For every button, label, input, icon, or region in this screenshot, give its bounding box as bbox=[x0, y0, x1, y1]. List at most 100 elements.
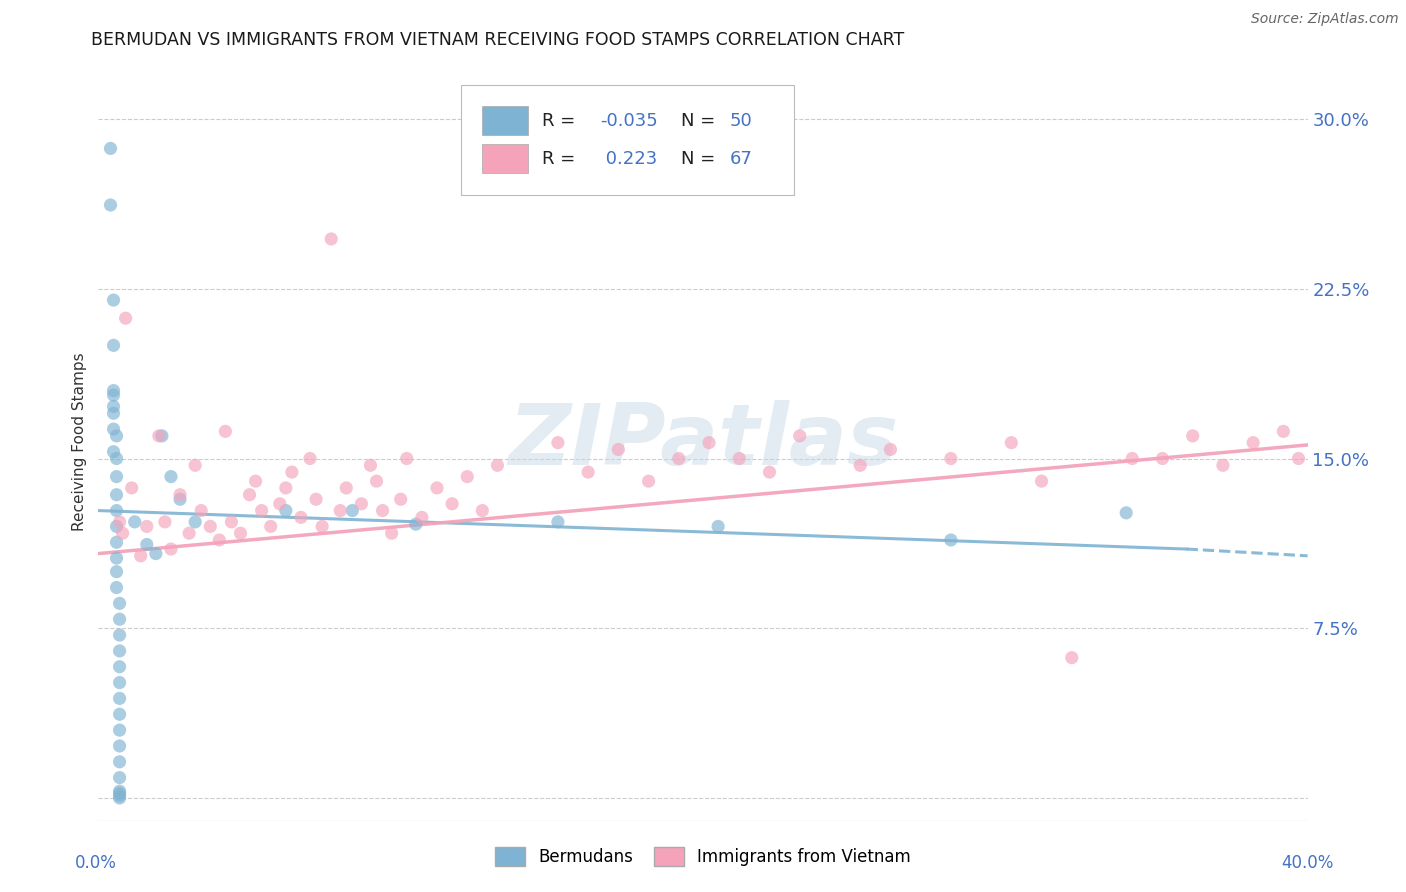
Point bbox=[184, 458, 207, 473]
Point bbox=[758, 465, 780, 479]
Point bbox=[637, 474, 659, 488]
Text: 50: 50 bbox=[730, 112, 752, 130]
Point bbox=[1121, 451, 1143, 466]
Point bbox=[274, 481, 297, 495]
Point bbox=[111, 526, 134, 541]
Point bbox=[105, 551, 128, 566]
Point bbox=[103, 384, 125, 398]
FancyBboxPatch shape bbox=[482, 145, 527, 173]
Point bbox=[121, 481, 143, 495]
Point bbox=[381, 526, 404, 541]
Point bbox=[221, 515, 243, 529]
Point bbox=[108, 789, 131, 803]
Point bbox=[100, 141, 122, 155]
Text: -0.035: -0.035 bbox=[600, 112, 658, 130]
Point bbox=[486, 458, 509, 473]
Text: 0.0%: 0.0% bbox=[75, 855, 117, 872]
Point bbox=[103, 388, 125, 402]
Point bbox=[105, 451, 128, 466]
Point bbox=[108, 784, 131, 798]
Point bbox=[389, 492, 412, 507]
Point bbox=[274, 503, 297, 517]
Point bbox=[321, 232, 343, 246]
FancyBboxPatch shape bbox=[482, 106, 527, 136]
Legend: Bermudans, Immigrants from Vietnam: Bermudans, Immigrants from Vietnam bbox=[489, 840, 917, 873]
Text: 40.0%: 40.0% bbox=[1281, 855, 1334, 872]
Y-axis label: Receiving Food Stamps: Receiving Food Stamps bbox=[72, 352, 87, 531]
Point bbox=[1272, 425, 1295, 439]
Point bbox=[100, 198, 122, 212]
Point bbox=[1152, 451, 1174, 466]
Point bbox=[103, 400, 125, 414]
Point bbox=[108, 612, 131, 626]
Point bbox=[145, 547, 167, 561]
Point bbox=[105, 488, 128, 502]
Point bbox=[153, 515, 176, 529]
Point bbox=[1212, 458, 1234, 473]
Point bbox=[103, 338, 125, 352]
Text: ZIPatlas: ZIPatlas bbox=[508, 400, 898, 483]
Text: N =: N = bbox=[682, 150, 721, 168]
Point bbox=[150, 429, 173, 443]
Point bbox=[245, 474, 267, 488]
Point bbox=[114, 311, 136, 326]
Point bbox=[105, 469, 128, 483]
Text: R =: R = bbox=[543, 150, 581, 168]
Point bbox=[789, 429, 811, 443]
Point bbox=[108, 791, 131, 805]
Point bbox=[103, 444, 125, 458]
Point bbox=[405, 517, 427, 532]
Point bbox=[411, 510, 433, 524]
Point bbox=[108, 596, 131, 610]
Point bbox=[105, 429, 128, 443]
Point bbox=[124, 515, 146, 529]
Point bbox=[576, 465, 599, 479]
Point bbox=[135, 537, 157, 551]
Point bbox=[229, 526, 252, 541]
Point bbox=[329, 503, 352, 517]
Point bbox=[305, 492, 328, 507]
Point bbox=[707, 519, 730, 533]
Point bbox=[1288, 451, 1310, 466]
Text: N =: N = bbox=[682, 112, 721, 130]
Point bbox=[471, 503, 494, 517]
Point bbox=[441, 497, 464, 511]
Point bbox=[269, 497, 291, 511]
Point bbox=[169, 492, 191, 507]
Text: Source: ZipAtlas.com: Source: ZipAtlas.com bbox=[1251, 12, 1399, 26]
Point bbox=[697, 435, 720, 450]
Point bbox=[190, 503, 212, 517]
Point bbox=[108, 771, 131, 785]
Point bbox=[108, 723, 131, 738]
Point bbox=[105, 581, 128, 595]
Point bbox=[108, 707, 131, 722]
Point bbox=[371, 503, 394, 517]
Point bbox=[939, 451, 962, 466]
Point bbox=[360, 458, 382, 473]
Point bbox=[311, 519, 333, 533]
Text: 67: 67 bbox=[730, 150, 752, 168]
Point bbox=[547, 515, 569, 529]
Point bbox=[105, 503, 128, 517]
Point bbox=[129, 549, 152, 563]
Text: 0.223: 0.223 bbox=[600, 150, 658, 168]
Point bbox=[103, 406, 125, 420]
Point bbox=[208, 533, 231, 547]
Point bbox=[108, 691, 131, 706]
Point bbox=[160, 542, 183, 557]
Point bbox=[607, 442, 630, 457]
Point bbox=[342, 503, 364, 517]
Point bbox=[281, 465, 304, 479]
Point bbox=[105, 519, 128, 533]
Point bbox=[939, 533, 962, 547]
Point bbox=[366, 474, 388, 488]
Point bbox=[260, 519, 283, 533]
Point bbox=[1241, 435, 1264, 450]
FancyBboxPatch shape bbox=[461, 85, 793, 195]
Point bbox=[108, 644, 131, 658]
Point bbox=[135, 519, 157, 533]
Point bbox=[108, 787, 131, 801]
Point bbox=[350, 497, 373, 511]
Point bbox=[1031, 474, 1053, 488]
Point bbox=[108, 659, 131, 673]
